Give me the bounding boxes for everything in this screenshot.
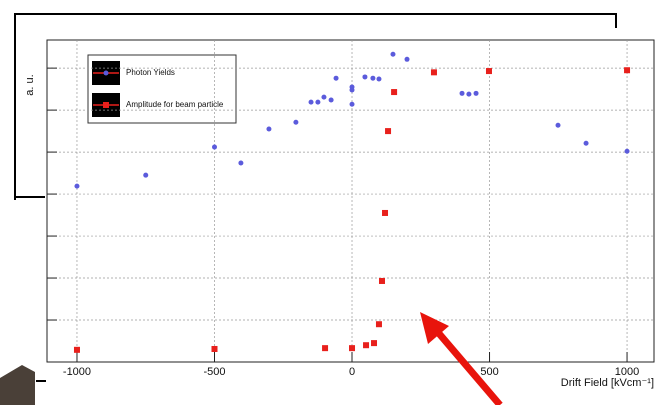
point [329,98,334,103]
point [74,184,79,189]
point [379,278,385,284]
legend: Photon Yields Amplitude for beam particle [88,55,236,123]
x-tick-label: 0 [349,366,355,378]
point [362,74,367,79]
point [486,68,492,74]
point [211,346,217,352]
y-axis-label: a. u. [24,74,36,95]
legend-swatch [103,102,109,108]
x-tick-label: -1000 [63,366,91,378]
point [624,67,630,73]
x-tick-label: 1000 [615,366,639,378]
point [363,342,369,348]
point [466,92,471,97]
point [382,210,388,216]
point [370,76,375,81]
legend-swatch [104,71,109,76]
point [391,89,397,95]
point [405,57,410,62]
chart: a. u. Drift Field [kVcm⁻¹] Photon Yields… [0,0,666,405]
point [556,123,561,128]
point [625,149,630,154]
point [350,87,355,92]
point [309,100,314,105]
point [212,145,217,150]
point [371,340,377,346]
point [474,91,479,96]
point [431,69,437,75]
point [143,173,148,178]
overlay-photo [0,365,35,405]
point [321,95,326,100]
point [349,345,355,351]
page: a. u. Drift Field [kVcm⁻¹] Photon Yields… [0,0,666,405]
point [74,347,80,353]
point [334,76,339,81]
point [266,127,271,132]
point [315,100,320,105]
point [322,345,328,351]
point [584,141,589,146]
point [390,52,395,57]
point [376,77,381,82]
point [293,120,298,125]
x-tick-label: -500 [203,366,225,378]
point [238,161,243,166]
x-tick-label: 500 [480,366,498,378]
point [350,102,355,107]
legend-label: Photon Yields [126,68,175,77]
point [385,128,391,134]
point [376,321,382,327]
legend-label: Amplitude for beam particle [126,100,224,109]
point [460,91,465,96]
x-axis-label: Drift Field [kVcm⁻¹] [561,377,654,389]
